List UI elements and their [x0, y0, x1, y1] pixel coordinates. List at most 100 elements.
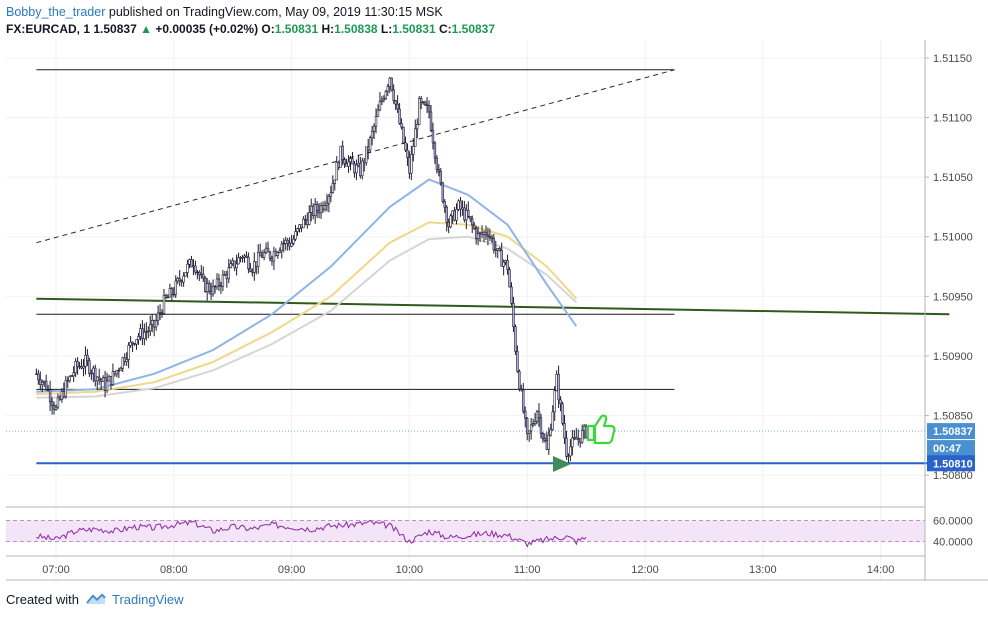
candle-body	[143, 331, 146, 340]
green-arrow-icon	[553, 456, 571, 472]
candle-body	[580, 430, 584, 443]
candle-body	[339, 145, 342, 168]
candle-body	[563, 423, 566, 439]
candle-body	[227, 267, 230, 280]
candle-body	[170, 288, 174, 295]
candle-body	[84, 354, 87, 367]
low-value: 1.50831	[392, 22, 436, 36]
candle-body	[374, 116, 378, 127]
candle-body	[225, 274, 229, 280]
candle-body	[535, 411, 539, 422]
author-link[interactable]: Bobby_the_trader	[6, 5, 106, 19]
candle-body	[410, 154, 413, 174]
candle-body	[429, 111, 433, 131]
candle-body	[270, 257, 274, 262]
candle-body	[357, 162, 360, 166]
candle-body	[522, 389, 525, 412]
candle-body	[582, 425, 586, 431]
candle-body	[478, 232, 482, 235]
support-price-label: 1.50810	[933, 458, 973, 470]
price-change: +0.00035 (+0.02%)	[155, 22, 259, 36]
drawings-layer[interactable]	[6, 69, 950, 465]
candle-body	[345, 163, 348, 167]
candle-body	[567, 455, 570, 457]
candle-body	[35, 373, 38, 375]
candle-body	[292, 238, 295, 244]
candle-body	[414, 128, 417, 147]
candle-body	[219, 285, 223, 287]
y-axis-ticks: 1.51150 1.51100 1.51050 1.51000 1.50950 1.509…	[925, 53, 973, 482]
candle-body	[518, 371, 521, 390]
candle-body	[512, 302, 515, 328]
candle-body	[204, 277, 207, 292]
created-with-text: Created with	[6, 592, 79, 607]
candle-body	[510, 286, 513, 304]
candle-body	[190, 259, 193, 268]
candle-body	[437, 169, 441, 172]
candle-body	[368, 137, 372, 151]
candle-body	[355, 164, 358, 174]
candle-body	[398, 108, 401, 124]
candle-body	[249, 268, 252, 272]
candle-body	[467, 210, 470, 217]
candle-body	[559, 399, 562, 405]
candle-body	[329, 192, 333, 197]
y-tick-label: 1.51000	[933, 232, 973, 244]
candle-body	[76, 361, 79, 368]
x-axis-ticks: 07:00 08:00 09:00 10:00 11:00 12:00 13:00 14:00	[42, 564, 894, 576]
candle-body	[472, 224, 476, 229]
candle-body	[396, 103, 399, 110]
candle-body	[331, 183, 335, 194]
candle-body	[198, 272, 201, 276]
candle-body	[101, 377, 105, 382]
candle-body	[469, 216, 472, 220]
candle-body	[529, 424, 533, 432]
candle-body	[539, 417, 543, 434]
candle-body	[498, 248, 501, 251]
candle-body	[579, 438, 582, 443]
candle-body	[221, 274, 225, 287]
green-trendline	[36, 297, 950, 316]
candle-body	[41, 381, 44, 385]
candle-body	[264, 247, 268, 254]
candle-body	[290, 242, 293, 247]
footer: Created with TradingView	[6, 592, 184, 607]
candle-body	[376, 109, 380, 117]
candle-body	[107, 375, 111, 382]
candle-body	[156, 312, 160, 321]
candle-body	[135, 339, 138, 345]
candle-body	[380, 99, 384, 102]
tradingview-logo-icon[interactable]	[85, 593, 106, 605]
candle-body	[131, 341, 134, 344]
candle-body	[461, 207, 464, 210]
candle-body	[115, 370, 119, 375]
price-labels: 1.50837 00:47 1.50810	[927, 423, 975, 472]
candle-body	[280, 243, 283, 251]
candle-body	[502, 261, 505, 267]
candle-body	[557, 374, 560, 401]
axes	[6, 40, 988, 581]
candle-body	[443, 201, 446, 208]
candle-body	[99, 378, 103, 382]
chart-svg[interactable]: 1.51150 1.51100 1.51050 1.51000 1.50950 1.509…	[0, 0, 988, 590]
candle-body	[251, 270, 254, 273]
candle-body	[298, 224, 301, 229]
candle-body	[247, 256, 250, 270]
candle-body	[119, 368, 122, 371]
candle-body	[453, 210, 456, 221]
candle-body	[525, 417, 529, 434]
x-tick-label: 14:00	[867, 564, 895, 576]
candle-body	[237, 257, 240, 265]
candle-body	[82, 366, 85, 369]
candle-body	[39, 379, 42, 385]
open-label: O:	[261, 22, 275, 36]
candle-body	[37, 373, 40, 381]
candle-body	[500, 249, 503, 267]
candle-body	[300, 224, 303, 229]
candle-body	[565, 437, 568, 457]
candle-body	[188, 259, 191, 265]
candle-body	[90, 372, 93, 375]
ema-yellow-line	[36, 221, 578, 396]
candle-body	[384, 91, 388, 99]
tradingview-link[interactable]: TradingView	[112, 592, 184, 607]
